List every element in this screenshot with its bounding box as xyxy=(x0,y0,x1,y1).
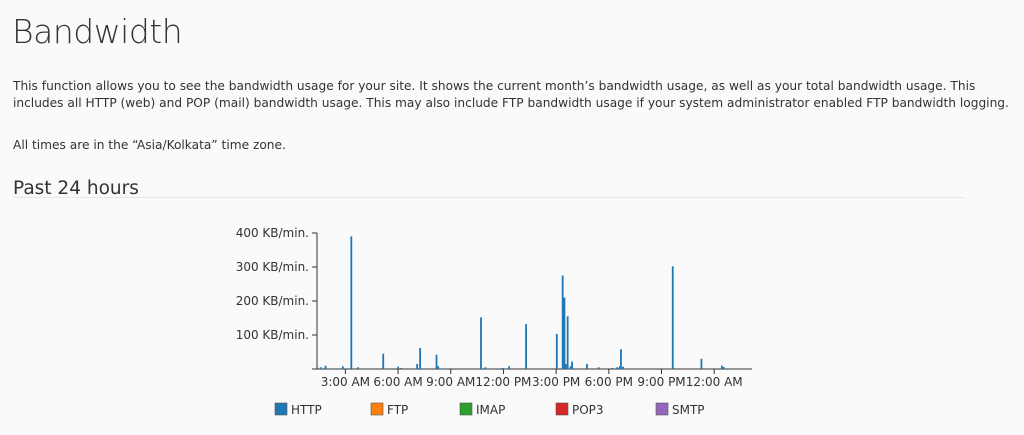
bar-http xyxy=(700,358,703,369)
x-tick-label: 3:00 PM xyxy=(532,375,580,389)
y-tick-label: 100 KB/min. xyxy=(236,328,309,342)
bar-http xyxy=(419,347,422,369)
x-tick-label: 3:00 AM xyxy=(321,375,370,389)
x-tick-label: 6:00 PM xyxy=(585,375,633,389)
bar-http xyxy=(569,366,572,369)
bar-http xyxy=(341,366,344,369)
y-tick-label: 400 KB/min. xyxy=(236,226,309,240)
bar-http xyxy=(508,366,510,369)
section-divider xyxy=(13,197,965,198)
legend-swatch-ftp xyxy=(370,402,384,416)
bar-http xyxy=(480,317,482,369)
legend-label-http: HTTP xyxy=(291,403,322,417)
timezone-note: All times are in the “Asia/Kolkata” time… xyxy=(13,138,286,152)
legend-label-smtp: SMTP xyxy=(672,403,705,417)
legend-label-pop3: POP3 xyxy=(572,403,604,417)
bar-http xyxy=(382,353,385,369)
legend-swatch-smtp xyxy=(655,402,669,416)
legend-label-imap: IMAP xyxy=(476,403,505,417)
bar-http xyxy=(611,367,614,369)
bar-http xyxy=(501,367,504,369)
bar-http xyxy=(555,333,558,369)
bar-http xyxy=(564,363,567,369)
bar-http xyxy=(652,368,655,369)
bar-http xyxy=(435,354,438,369)
bar-http xyxy=(671,266,674,369)
bar-http xyxy=(525,324,527,369)
bar-http xyxy=(350,236,353,369)
bar-http xyxy=(357,367,359,369)
legend-label-ftp: FTP xyxy=(387,403,408,417)
page-title: Bandwidth xyxy=(12,12,183,51)
bar-http xyxy=(316,367,319,369)
bar-http xyxy=(618,366,621,369)
bar-http xyxy=(400,367,402,369)
bar-http xyxy=(416,363,419,369)
x-tick-label: 12:00 AM xyxy=(686,375,743,389)
bar-http xyxy=(586,363,588,369)
bar-http xyxy=(324,365,327,369)
bar-http xyxy=(622,366,624,369)
x-tick-label: 9:00 PM xyxy=(637,375,685,389)
bar-http xyxy=(563,297,566,369)
section-title: Past 24 hours xyxy=(13,178,139,199)
bar-http xyxy=(397,366,400,369)
bar-http xyxy=(616,367,619,369)
y-tick-label: 300 KB/min. xyxy=(236,260,309,274)
bar-http xyxy=(484,367,487,369)
bar-http xyxy=(571,361,573,369)
bar-http xyxy=(561,275,564,369)
legend-swatch-imap xyxy=(459,402,473,416)
bar-http xyxy=(320,367,323,369)
y-tick-label: 200 KB/min. xyxy=(236,294,309,308)
page-description: This function allows you to see the band… xyxy=(13,79,1009,110)
x-tick-label: 6:00 AM xyxy=(373,375,422,389)
x-tick-label: 12:00 PM xyxy=(475,375,531,389)
x-tick-label: 9:00 AM xyxy=(426,375,475,389)
bar-http xyxy=(597,367,600,369)
legend-swatch-pop3 xyxy=(555,402,569,416)
bar-http xyxy=(620,349,622,369)
bar-http xyxy=(437,366,440,369)
bar-http xyxy=(721,365,723,369)
bar-http xyxy=(566,316,569,369)
legend-swatch-http xyxy=(274,402,288,416)
bar-http xyxy=(722,366,725,369)
